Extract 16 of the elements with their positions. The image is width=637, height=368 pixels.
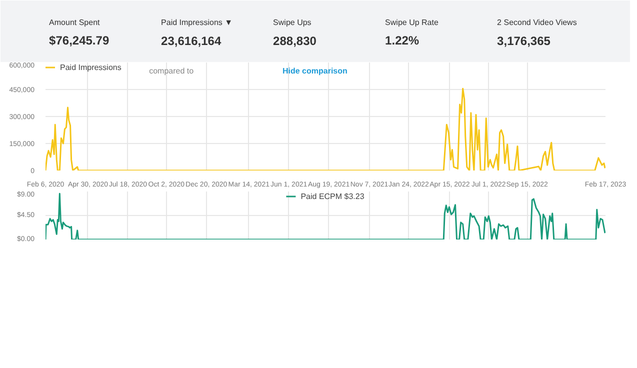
text: 23,616,164 [161,34,222,48]
text: 3,176,365 [497,34,551,48]
text: $76,245.79 [49,34,110,48]
legend-label: Paid Impressions [60,62,122,72]
line-series [46,192,606,240]
text: Swipe Up Rate [385,18,439,27]
text: 288,830 [273,34,317,48]
text: 1.22% [385,34,420,48]
text: Paid Impressions ▼ [161,18,233,27]
legend-label: Paid ECPM $3.23 [300,192,364,200]
annotation: Hide comparison [282,66,348,76]
text: Amount Spent [49,18,101,27]
annotation: compared to [149,66,194,76]
text: 2 Second Video Views [497,18,577,27]
line-series [46,88,606,170]
text: Swipe Ups [273,18,312,27]
